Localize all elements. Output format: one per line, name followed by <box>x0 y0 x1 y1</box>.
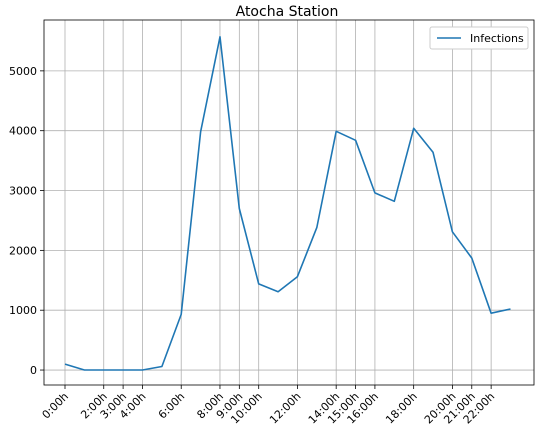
grid-lines <box>44 20 534 385</box>
y-tick-label: 4000 <box>9 125 37 138</box>
y-tick-label: 3000 <box>9 185 37 198</box>
series-line-infections <box>64 35 511 371</box>
x-tick-label: 12:00h <box>267 390 304 427</box>
chart-title: Atocha Station <box>236 4 339 20</box>
y-axis: 0 1000 2000 3000 4000 5000 <box>9 65 44 377</box>
legend-box <box>429 26 529 50</box>
y-tick-label: 0 <box>30 364 37 377</box>
legend: Infections <box>429 26 529 50</box>
legend-label-infections: Infections <box>470 32 524 45</box>
x-tick-label: 6:00h <box>156 390 188 422</box>
series-group <box>64 35 511 371</box>
x-tick-label: 0:00h <box>40 390 72 422</box>
x-tick-label: 18:00h <box>383 390 420 427</box>
y-tick-label: 1000 <box>9 304 37 317</box>
y-tick-label: 2000 <box>9 244 37 257</box>
plot-frame <box>43 19 535 386</box>
y-tick-label: 5000 <box>9 65 37 78</box>
